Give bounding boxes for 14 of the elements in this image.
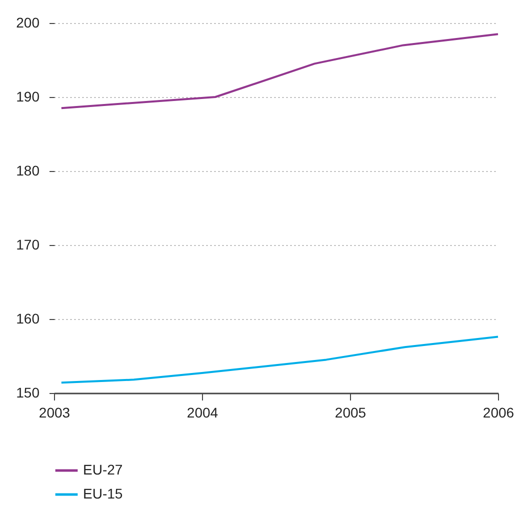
legend-label: EU-15 [83, 486, 123, 502]
y-tick-label: 200 [16, 14, 40, 30]
y-tick-label: 170 [16, 236, 40, 252]
line-series [60, 336, 499, 384]
legend-label: EU-27 [83, 462, 123, 478]
y-tick-label: 180 [16, 162, 40, 178]
x-tick-label: 2006 [482, 404, 514, 420]
x-tick-label: 2005 [334, 404, 366, 420]
y-tick-label: 160 [16, 310, 40, 326]
y-tick-label: 190 [16, 88, 40, 104]
line-series [60, 33, 499, 110]
x-tick-label: 2003 [38, 404, 70, 420]
x-tick-label: 2004 [186, 404, 218, 420]
y-tick-label: 150 [16, 384, 40, 400]
